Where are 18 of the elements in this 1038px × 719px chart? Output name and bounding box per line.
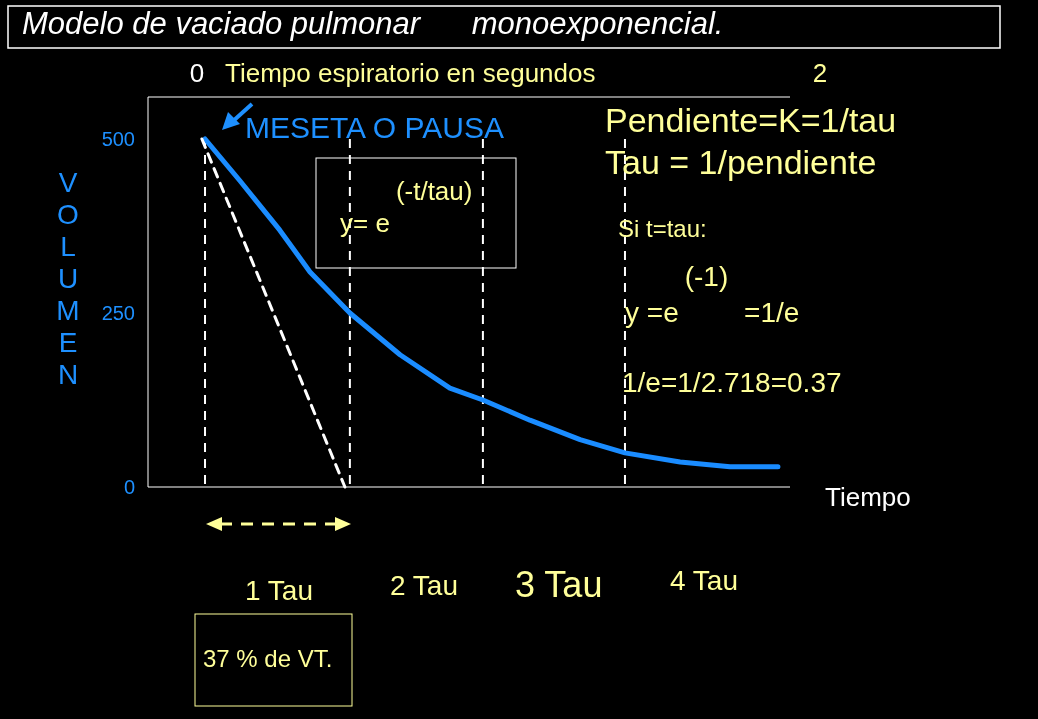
- y-tick-label: 250: [101, 302, 135, 324]
- text: 4 Tau: [670, 565, 738, 596]
- annotation: MESETA O PAUSA: [245, 111, 504, 144]
- text: 1 Tau: [245, 575, 313, 606]
- x-tick-label: 2: [812, 58, 828, 88]
- text: 3 Tau: [515, 564, 603, 605]
- annotation: Si t=tau:: [618, 215, 707, 242]
- x-axis-title: Tiempo: [825, 482, 911, 512]
- y-tick-label: 500: [101, 128, 135, 150]
- annotation: Tau = 1/pendiente: [605, 143, 877, 181]
- annotation: Pendiente=K=1/tau: [605, 101, 897, 139]
- y-axis-title: VOLUMEN: [56, 167, 80, 390]
- x2-axis-title: Tiempo espiratorio en segundos: [225, 58, 596, 88]
- annotation: 1/e=1/2.718=0.37: [622, 367, 842, 398]
- chart-title: Modelo de vaciado pulmonar monoexponencial.: [22, 6, 724, 41]
- text: 2 Tau: [390, 570, 458, 601]
- text: 37 % de VT.: [203, 645, 333, 672]
- y-tick-label: 0: [123, 476, 135, 498]
